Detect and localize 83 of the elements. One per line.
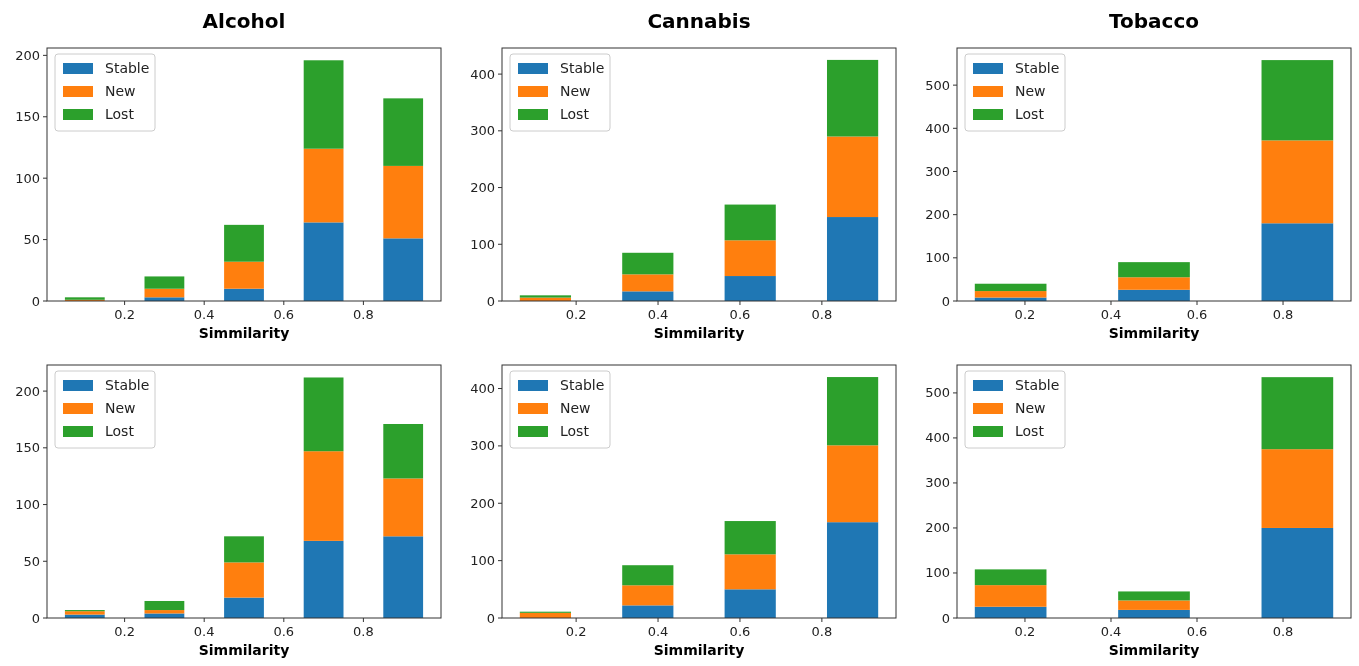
y-tick-label: 300 [925,163,950,179]
legend-label: Stable [1015,377,1060,393]
legend-label: Lost [1015,423,1045,439]
x-axis-title: Simmilarity [198,642,290,658]
y-tick-label: 0 [31,610,40,626]
y-tick-label: 100 [470,236,495,252]
x-axis-title: Simmilarity [653,325,745,341]
y-tick-label: 200 [470,180,495,196]
x-axis-title: Simmilarity [198,325,290,341]
x-tick-label: 0.2 [565,624,587,639]
y-tick-label: 300 [470,438,495,454]
y-tick-label: 0 [31,293,40,309]
x-tick-label: 0.6 [729,624,751,639]
y-tick-label: 500 [925,385,950,401]
x-tick-label: 0.6 [729,307,751,322]
chart-title: Tobacco [1109,9,1199,33]
y-tick-label: 0 [941,610,950,626]
y-tick-label: 400 [925,120,950,136]
y-tick-label: 0 [486,293,495,309]
legend-label: New [105,83,136,99]
x-tick-label: 0.6 [273,307,295,322]
legend-label: Stable [105,377,150,393]
x-axis-title: Simmilarity [1108,642,1200,658]
legend-label: New [105,400,136,416]
x-tick-label: 0.8 [353,624,374,639]
x-tick-label: 0.4 [647,307,669,322]
x-axis-title: Simmilarity [653,642,745,658]
legend-label: Lost [1015,106,1045,122]
legend-label: New [560,400,591,416]
legend-label: Stable [1015,60,1060,76]
x-tick-label: 0.8 [811,307,833,322]
legend-label: Lost [105,106,135,122]
y-tick-label: 150 [15,440,40,456]
legend-label: Stable [105,60,150,76]
y-tick-label: 200 [470,495,495,511]
y-tick-label: 300 [925,475,950,491]
y-tick-label: 500 [925,77,950,93]
x-tick-label: 0.2 [565,307,587,322]
legend-label: New [1015,83,1046,99]
legend-label: Lost [560,423,590,439]
x-tick-label: 0.8 [1272,624,1294,639]
x-tick-label: 0.6 [1186,307,1208,322]
y-tick-label: 200 [15,47,40,63]
legend-label: Stable [560,377,605,393]
legend-label: Lost [105,423,135,439]
legend-label: Stable [560,60,605,76]
x-tick-label: 0.4 [1100,307,1122,322]
y-tick-label: 150 [15,109,40,125]
x-tick-label: 0.4 [1100,624,1122,639]
legend-label: Lost [560,106,590,122]
x-tick-label: 0.2 [114,624,135,639]
chart-title: Alcohol [202,9,286,33]
y-tick-label: 200 [925,520,950,536]
x-tick-label: 0.6 [273,624,295,639]
y-tick-label: 100 [15,170,40,186]
x-tick-label: 0.4 [647,624,669,639]
y-tick-label: 100 [925,250,950,266]
y-tick-label: 100 [925,565,950,581]
x-tick-label: 0.8 [353,307,374,322]
x-axis-title: Simmilarity [1108,325,1200,341]
x-tick-label: 0.8 [811,624,833,639]
x-tick-label: 0.6 [1186,624,1208,639]
y-tick-label: 300 [470,123,495,139]
y-tick-label: 0 [941,293,950,309]
chart-title: Cannabis [647,9,751,33]
y-tick-label: 200 [925,207,950,223]
y-tick-label: 100 [15,497,40,513]
legend-label: New [560,83,591,99]
x-tick-label: 0.4 [193,307,215,322]
y-tick-label: 400 [470,381,495,397]
y-tick-label: 400 [925,430,950,446]
y-tick-label: 50 [23,232,40,248]
y-tick-label: 50 [23,553,40,569]
x-tick-label: 0.4 [193,624,215,639]
x-tick-label: 0.8 [1272,307,1294,322]
y-tick-label: 400 [470,66,495,82]
x-tick-label: 0.2 [1014,307,1036,322]
x-tick-label: 0.2 [1014,624,1036,639]
legend-label: New [1015,400,1046,416]
y-tick-label: 100 [470,553,495,569]
y-tick-label: 200 [15,383,40,399]
y-tick-label: 0 [486,610,495,626]
x-tick-label: 0.2 [114,307,135,322]
